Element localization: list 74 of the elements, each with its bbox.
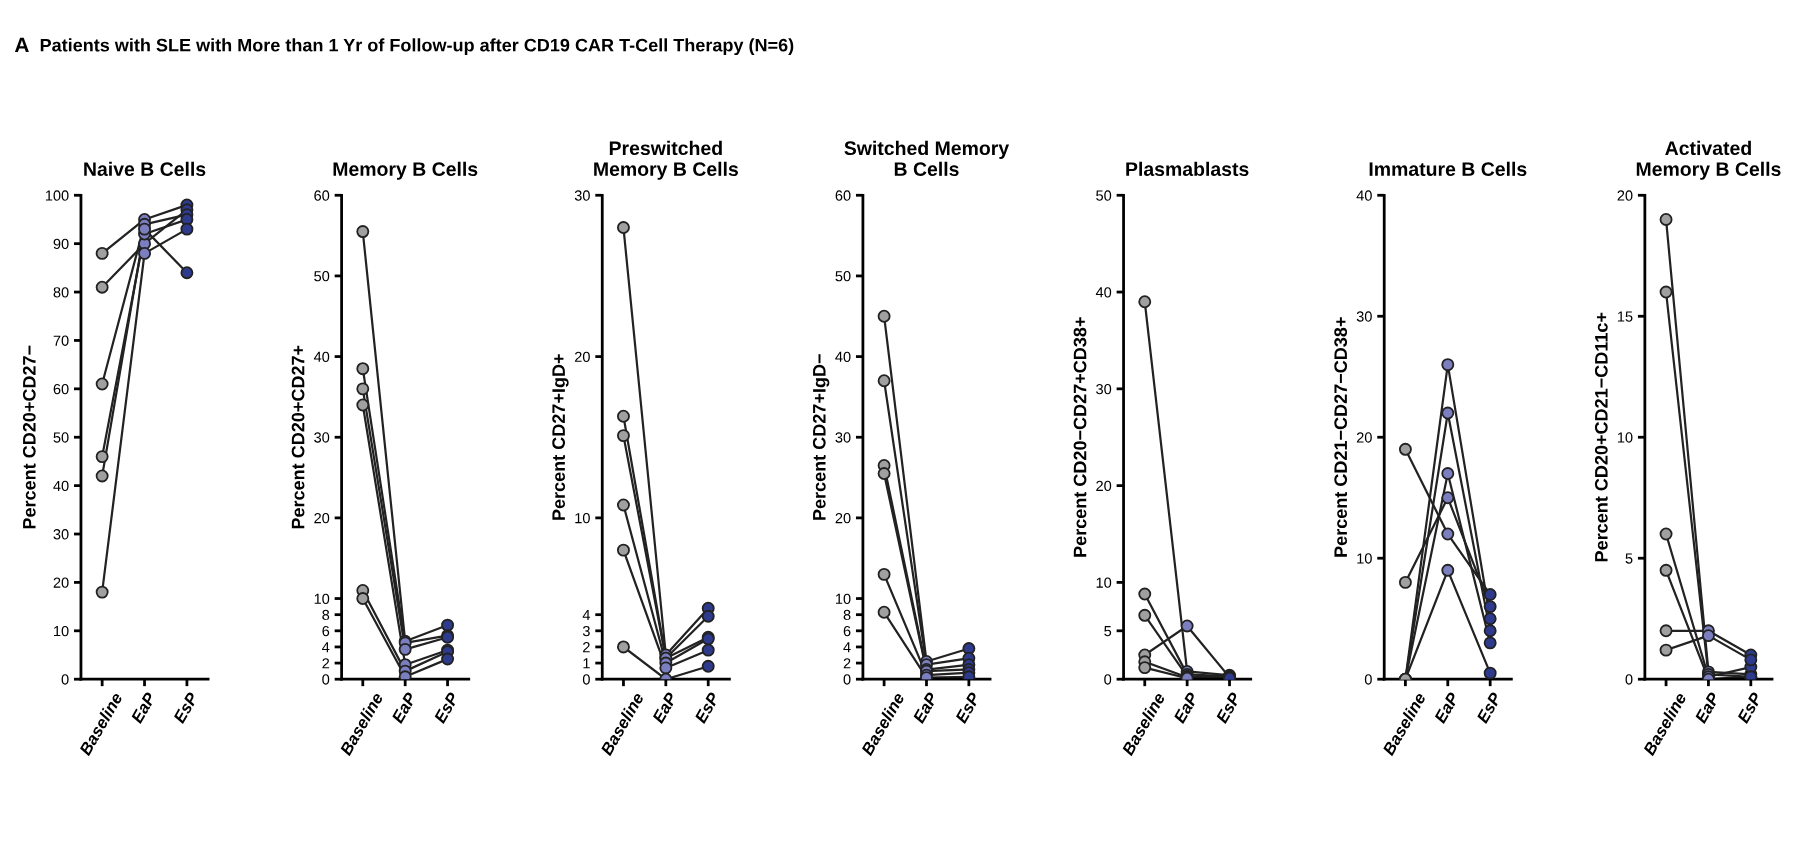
y-axis-title: Percent CD20+CD27− <box>22 345 36 529</box>
y-tick-label: 2 <box>843 658 851 669</box>
y-tick-label: 5 <box>1104 626 1112 637</box>
y-tick-label: 90 <box>53 238 69 250</box>
y-tick-label: 40 <box>1095 287 1112 298</box>
y-tick-label: 20 <box>1356 432 1372 443</box>
y-tick-label: 10 <box>314 593 330 604</box>
y-tick-label: 40 <box>835 351 851 363</box>
y-tick-label: 50 <box>314 271 330 282</box>
y-tick-label: 2 <box>322 658 330 669</box>
chart-title: Immature B Cells <box>1369 161 1527 177</box>
chart-title: Preswitched Memory B Cells <box>594 140 738 180</box>
y-tick-label: 0 <box>1625 674 1633 685</box>
y-tick-label: 0 <box>1104 674 1112 685</box>
y-tick-label: 10 <box>1617 432 1633 443</box>
y-tick-label: 8 <box>322 609 330 621</box>
y-tick-label: 10 <box>54 625 69 637</box>
y-tick-label: 6 <box>322 625 330 637</box>
y-tick-label: 70 <box>53 335 69 346</box>
y-axis-title: Percent CD21−CD27−CD38+ <box>1334 317 1348 557</box>
y-tick-label: 30 <box>1096 383 1112 395</box>
text: A <box>14 37 29 53</box>
y-tick-label: 30 <box>314 432 330 443</box>
y-tick-label: 4 <box>582 609 591 620</box>
y-axis-title: Percent CD27+IgD− <box>812 354 830 520</box>
y-tick-label: 6 <box>843 625 851 637</box>
y-tick-label: 15 <box>1617 311 1633 322</box>
y-tick-label: 3 <box>582 625 590 637</box>
y-tick-label: 20 <box>53 577 69 588</box>
y-tick-label: 60 <box>53 383 69 395</box>
y-tick-label: 50 <box>835 271 851 282</box>
y-tick-label: 30 <box>574 190 590 201</box>
y-tick-label: 40 <box>313 351 330 363</box>
y-tick-label: 2 <box>583 642 590 653</box>
y-tick-label: 20 <box>1617 190 1633 201</box>
y-tick-label: 4 <box>843 642 851 653</box>
chart-title: Naive B Cells <box>84 161 206 177</box>
y-tick-label: 0 <box>843 674 851 685</box>
y-tick-label: 30 <box>835 432 851 443</box>
chart-title: Activated Memory B Cells <box>1636 140 1781 180</box>
y-tick-label: 10 <box>1357 553 1372 564</box>
y-axis-title: Percent CD20+CD27+ <box>291 345 305 529</box>
y-tick-label: 10 <box>1096 577 1112 588</box>
y-tick-label: 20 <box>835 512 851 524</box>
y-tick-label: 5 <box>1625 553 1633 564</box>
y-tick-label: 50 <box>53 432 69 443</box>
text: Patients with SLE with More than 1 Yr of Follow-up after CD19 CAR T-Cell Therapy (N=6) <box>40 38 794 56</box>
y-axis-title: Percent CD20−CD27+CD38+ <box>1073 317 1087 557</box>
y-tick-label: 60 <box>835 190 851 201</box>
y-tick-label: 40 <box>1356 190 1372 201</box>
y-axis-title: Percent CD27+IgD+ <box>552 354 569 520</box>
chart-title: Memory B Cells <box>333 161 478 180</box>
y-tick-label: 0 <box>61 674 69 685</box>
y-tick-label: 10 <box>575 512 590 524</box>
y-tick-label: 60 <box>314 190 330 201</box>
y-tick-label: 100 <box>45 190 69 201</box>
chart-title: Plasmablasts <box>1126 161 1249 177</box>
y-tick-label: 4 <box>322 642 330 653</box>
y-axis-title: Percent CD20+CD21−CD11c+ <box>1594 312 1608 562</box>
y-tick-label: 30 <box>53 529 69 540</box>
y-tick-label: 30 <box>1356 311 1372 322</box>
y-tick-label: 8 <box>843 609 851 621</box>
y-tick-label: 1 <box>583 658 590 669</box>
chart-title: Switched Memory B Cells <box>844 140 1010 177</box>
y-tick-label: 50 <box>1096 190 1112 201</box>
y-tick-label: 10 <box>836 593 851 604</box>
y-tick-label: 20 <box>314 512 330 524</box>
y-tick-label: 0 <box>582 674 590 685</box>
y-tick-label: 0 <box>1364 674 1372 685</box>
y-tick-label: 0 <box>322 674 330 685</box>
y-tick-label: 20 <box>1096 480 1112 492</box>
y-tick-label: 40 <box>53 480 69 492</box>
y-tick-label: 80 <box>53 287 69 298</box>
y-tick-label: 20 <box>574 351 590 363</box>
